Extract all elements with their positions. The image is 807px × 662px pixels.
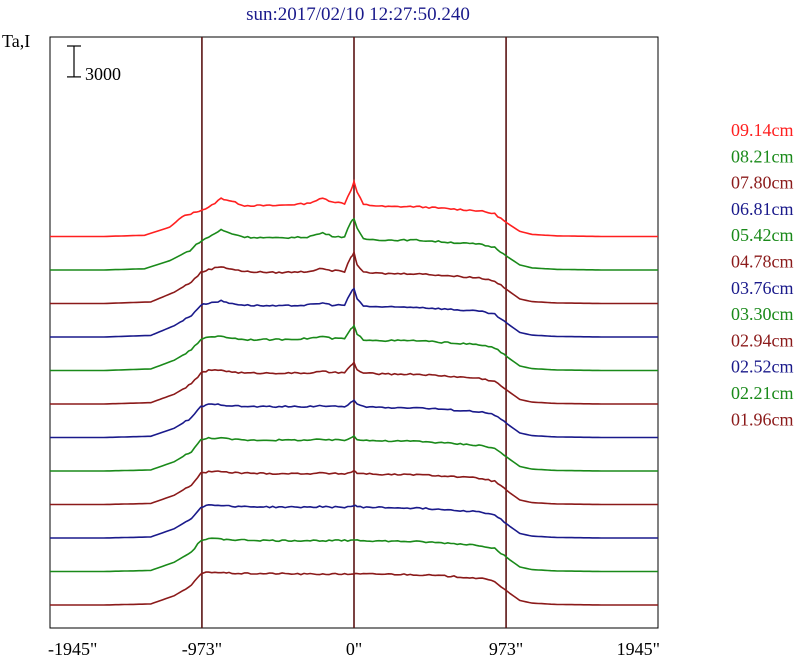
- x-tick-label: 973": [489, 639, 523, 659]
- scale-bar: 3000: [67, 45, 121, 84]
- legend-item: 02.94cm: [731, 330, 794, 350]
- series-lines: [50, 178, 658, 606]
- series-line-05.42cm: [50, 324, 658, 372]
- series-line-07.80cm: [50, 249, 658, 305]
- legend-item: 03.76cm: [731, 278, 794, 298]
- series-line-02.52cm: [50, 503, 658, 539]
- x-tick-label: 0": [346, 639, 362, 659]
- legend-item: 02.52cm: [731, 357, 794, 377]
- legend-item: 06.81cm: [731, 199, 794, 219]
- x-tick-label: 1945": [617, 639, 660, 659]
- x-tick-label: -1945": [48, 639, 97, 659]
- x-tick-label: -973": [182, 639, 222, 659]
- legend-item: 09.14cm: [731, 120, 794, 140]
- series-line-03.30cm: [50, 434, 658, 472]
- series-line-01.96cm: [50, 571, 658, 606]
- legend-item: 05.42cm: [731, 225, 794, 245]
- vertical-reference-lines: [201, 37, 507, 628]
- y-axis-label: Ta,I: [2, 31, 30, 51]
- legend-item: 04.78cm: [731, 252, 794, 272]
- series-line-08.21cm: [50, 217, 658, 271]
- legend-item: 08.21cm: [731, 146, 794, 166]
- series-line-03.76cm: [50, 399, 658, 439]
- series-line-06.81cm: [50, 287, 658, 338]
- legend: 09.14cm 08.21cm 07.80cm 06.81cm 05.42cm 04.78…: [731, 120, 794, 429]
- legend-item: 07.80cm: [731, 173, 794, 193]
- legend-item: 01.96cm: [731, 409, 794, 429]
- scale-bar-label: 3000: [85, 64, 121, 84]
- series-line-02.21cm: [50, 537, 658, 573]
- x-tick-labels: -1945" -973" 0" 973" 1945": [48, 639, 660, 659]
- legend-item: 03.30cm: [731, 304, 794, 324]
- legend-item: 02.21cm: [731, 383, 794, 403]
- series-line-04.78cm: [50, 360, 658, 405]
- chart-title: sun:2017/02/10 12:27:50.240: [246, 4, 470, 25]
- series-line-02.94cm: [50, 469, 658, 506]
- series-line-09.14cm: [50, 178, 658, 238]
